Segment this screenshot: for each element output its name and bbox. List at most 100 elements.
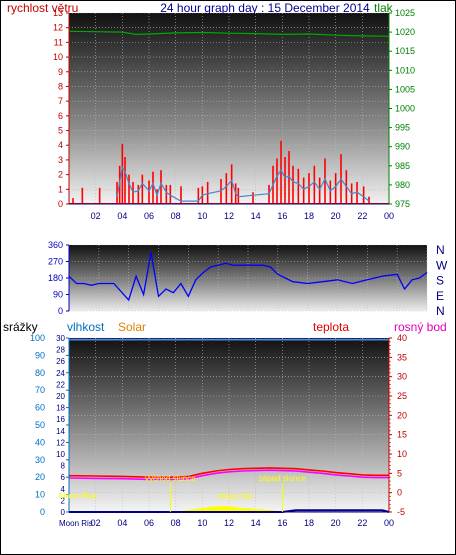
chart3-temp-tick-label: 25	[397, 391, 407, 401]
chart1-left-tick-label: 7	[58, 96, 63, 106]
chart2-tick-label: 360	[48, 240, 63, 250]
chart1-right-tick-label: 1000	[395, 104, 415, 114]
chart3-precip-tick-label: 22	[56, 380, 65, 389]
chart1-x-tick-label: 02	[91, 211, 101, 221]
chart1-right-tick-label: 1010	[395, 65, 415, 75]
chart3-precip-tick-label: 0	[61, 508, 66, 517]
chart3-x-tick-label: 18	[304, 518, 314, 528]
chart1-x-tick-label: 22	[357, 211, 367, 221]
chart1-x-tick-label: 14	[251, 211, 261, 221]
chart1-right-tick-label: 975	[395, 199, 410, 209]
chart2-grid	[69, 244, 428, 312]
chart1-x-tick-label: 18	[304, 211, 314, 221]
chart3-precip-tick-label: 24	[56, 369, 65, 378]
chart3-humidity-tick-label: 60	[35, 403, 45, 413]
chart1-left-tick-label: 5	[58, 126, 63, 136]
chart3-dew-label: rosný bod	[394, 320, 447, 334]
chart3-humidity-tick-label: 30	[35, 455, 45, 465]
chart3-humidity-tick-label: 70	[35, 385, 45, 395]
chart3-humidity-tick-label: 20	[35, 472, 45, 482]
chart3-temperature-line	[68, 467, 389, 479]
chart3-ticks: 0102030405060708090100024681012141618202…	[30, 333, 407, 528]
chart3-precip-tick-label: 18	[56, 404, 65, 413]
chart1-x-tick-label: 04	[117, 211, 127, 221]
chart3-precip-tick-label: 6	[61, 473, 66, 482]
chart3-temp-tick-label: 35	[397, 352, 407, 362]
chart1-right-tick-label: 985	[395, 161, 410, 171]
chart3-precip-label: srážky	[3, 320, 38, 334]
chart1-x-tick-label: 08	[171, 211, 181, 221]
chart3-grid	[69, 337, 390, 513]
chart2-direction-label: N	[436, 304, 445, 318]
chart3-humidity-label: vlhkost	[67, 320, 105, 334]
chart1-left-tick-label: 3	[58, 155, 63, 165]
chart3-humidity-tick-label: 40	[35, 437, 45, 447]
chart1-right-tick-label: 990	[395, 142, 410, 152]
chart3-x-tick-label: 14	[251, 518, 261, 528]
chart3-annotations: Moon Rise východ slunce Moon Set západ slun…	[59, 474, 306, 512]
chart3-humidity-tick-label: 50	[35, 420, 45, 430]
chart1-x-tick-label: 16	[277, 211, 287, 221]
chart3-temp-tick-label: 30	[397, 372, 407, 382]
chart1-ticks: 0123456789101112139759809859909951000100…	[53, 8, 415, 221]
chart2-direction-label: S	[436, 274, 444, 288]
chart3-precip-tick-label: 14	[56, 427, 65, 436]
chart3-precip-tick-label: 30	[56, 334, 65, 343]
chart1-series	[68, 30, 390, 204]
chart2-direction-label: E	[436, 289, 444, 303]
chart3-precip-tick-label: 2	[61, 496, 66, 505]
chart3-precip-tick-label: 12	[56, 438, 65, 447]
chart3-temp-label: teplota	[313, 320, 349, 334]
chart3-x-tick-label: 12	[224, 518, 234, 528]
chart1-x-tick-label: 20	[331, 211, 341, 221]
chart1-x-tick-label: 12	[224, 211, 234, 221]
chart1-left-axis-label: rychlost větru	[7, 1, 78, 15]
chart1-left-tick-label: 11	[54, 37, 63, 47]
chart3-precip-tick-label: 20	[56, 392, 65, 401]
chart3-solar-label: Solar	[118, 320, 146, 334]
chart1-left-tick-label: 1	[58, 184, 63, 194]
chart3-precip-tick-label: 10	[56, 450, 65, 459]
chart3-annotation-label: Moon Set	[219, 492, 254, 501]
chart3-precip-tick-label: 16	[56, 415, 65, 424]
chart1-left-tick-label: 2	[58, 170, 63, 180]
chart1-right-tick-label: 995	[395, 123, 410, 133]
chart3-x-tick-label: 16	[277, 518, 287, 528]
chart3-annotation-label: západ slunce	[259, 474, 307, 483]
chart1-x-tick-label: 06	[144, 211, 154, 221]
chart1-left-tick-label: 6	[58, 111, 63, 121]
chart1-right-tick-label: 1025	[395, 8, 415, 18]
chart3-temp-tick-label: 5	[397, 468, 402, 478]
chart3-humidity-tick-label: 80	[35, 368, 45, 378]
chart3-temp-tick-label: 10	[397, 449, 407, 459]
chart1-left-tick-label: 12	[53, 23, 63, 33]
chart1-title: 24 hour graph day : 15 December 2014	[160, 1, 370, 15]
chart1-right-tick-label: 1015	[395, 46, 415, 56]
chart3-dewpoint-line	[68, 469, 389, 481]
chart3-temp-tick-label: 0	[397, 488, 402, 498]
chart2-direction-line	[68, 252, 428, 302]
chart3-precip-tick-label: 28	[56, 346, 65, 355]
chart3-temp-tick-label: 20	[397, 410, 407, 420]
chart1-left-tick-label: 9	[58, 67, 63, 77]
chart2-tick-label: 180	[48, 273, 63, 283]
chart1-right-tick-label: 1005	[395, 84, 415, 94]
chart3-precip-tick-label: 4	[61, 485, 66, 494]
chart3-precip-tick-label: 26	[56, 357, 65, 366]
chart3-humidity-tick-label: 10	[35, 490, 45, 500]
chart1-x-tick-label: 10	[197, 211, 207, 221]
chart2-tick-label: 90	[53, 290, 63, 300]
chart3-x-tick-label: 02	[91, 518, 101, 528]
chart1-x-tick-label: 00	[384, 211, 394, 221]
chart3-temp-tick-label: -5	[397, 507, 405, 517]
chart3-x-tick-label: 22	[357, 518, 367, 528]
chart2-direction-label: W	[436, 258, 448, 272]
chart1-left-tick-label: 0	[58, 199, 63, 209]
chart3-x-tick-label: 10	[197, 518, 207, 528]
chart3-x-tick-label: 06	[144, 518, 154, 528]
chart2-series	[68, 252, 428, 302]
chart2-tick-label: 270	[48, 257, 63, 267]
